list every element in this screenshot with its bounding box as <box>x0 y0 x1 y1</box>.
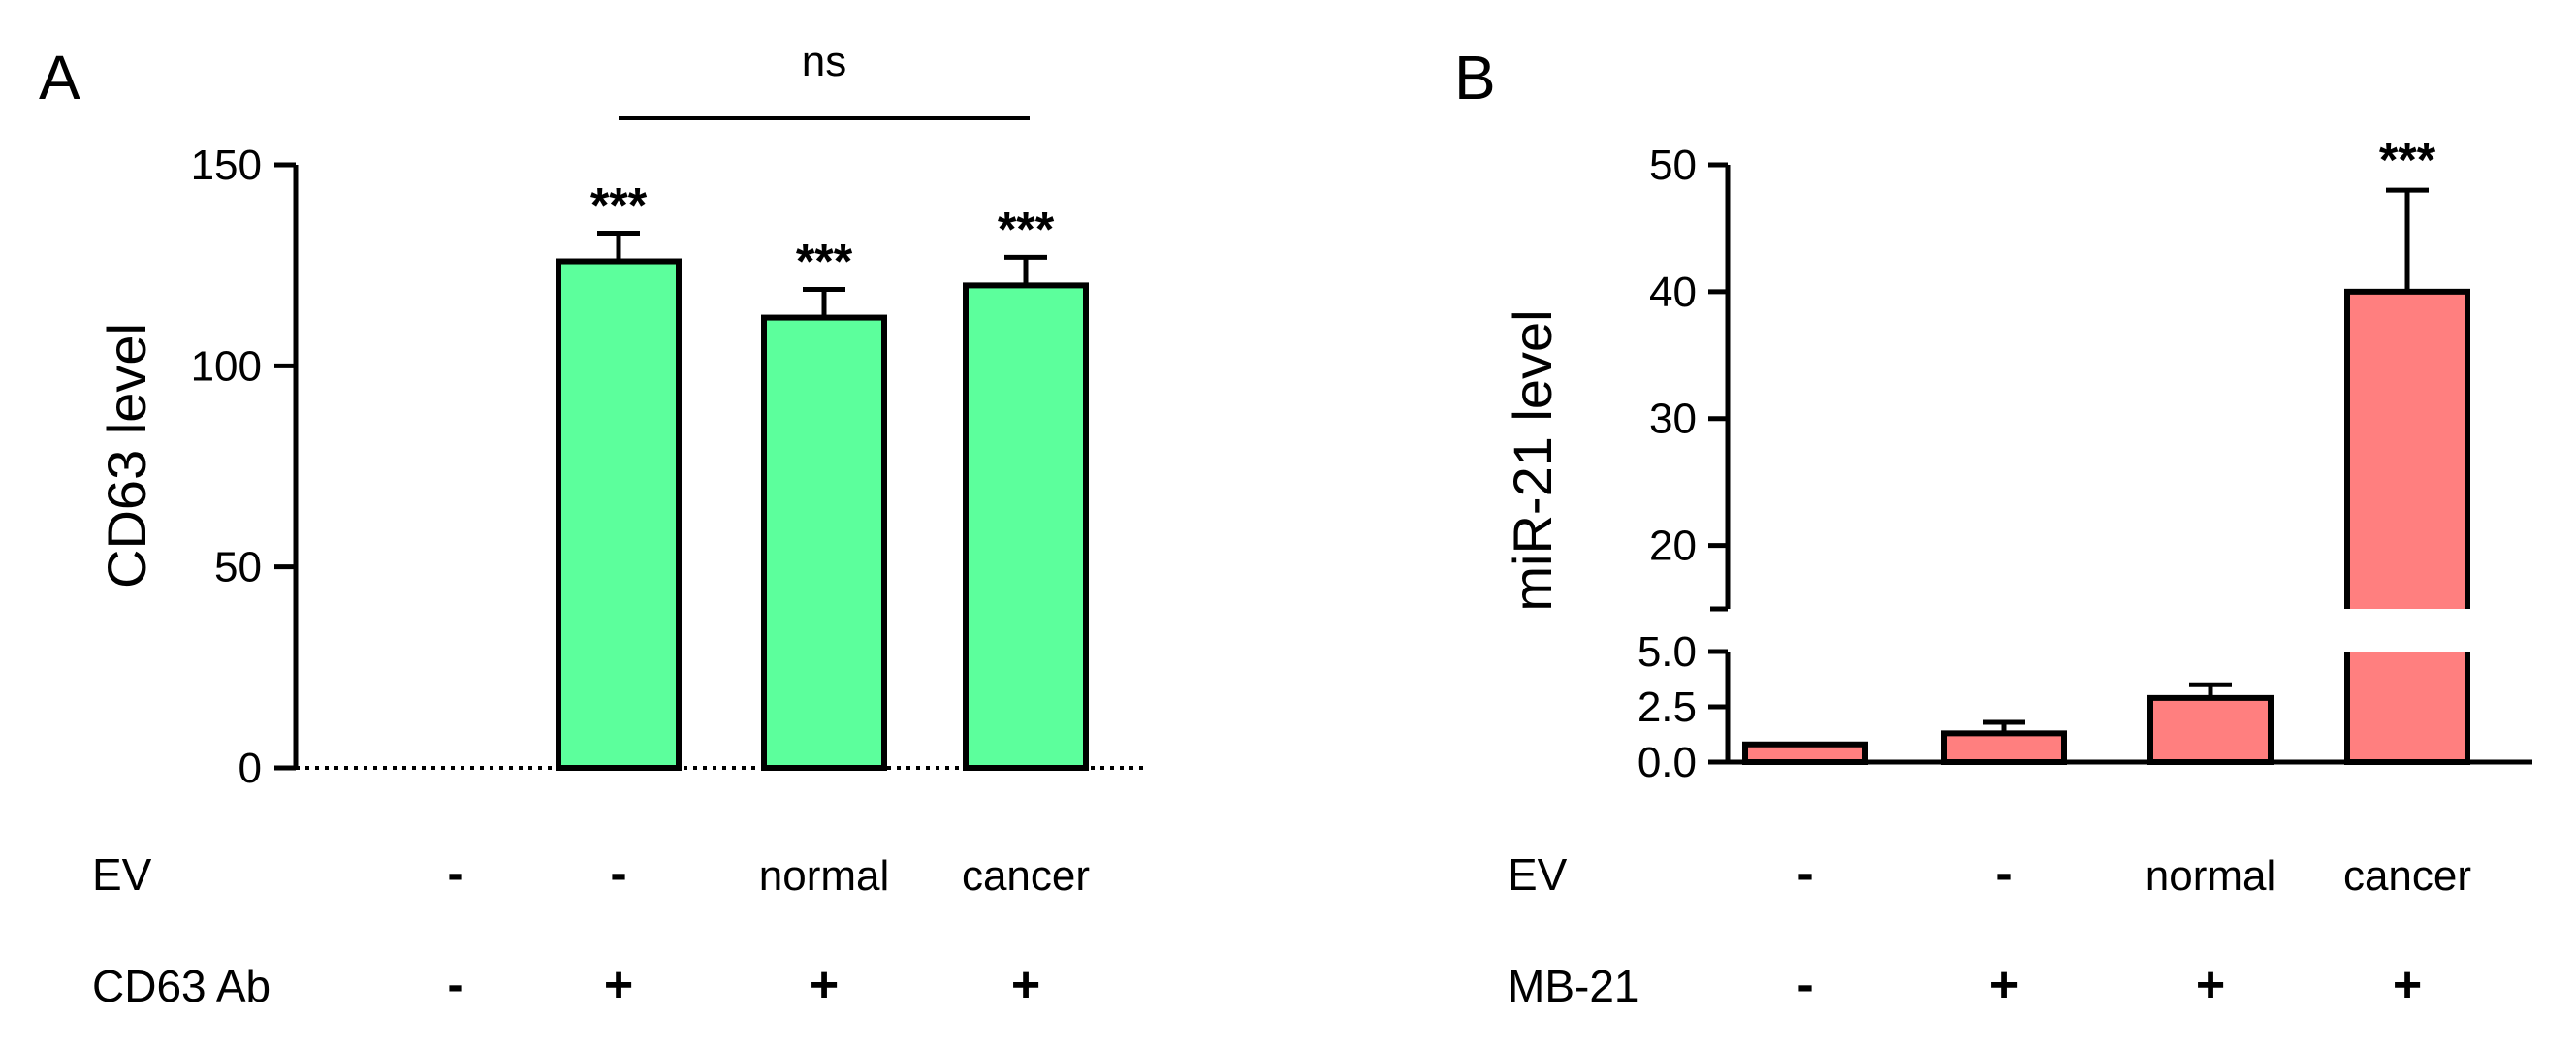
panel-a-condition-value: + <box>1011 957 1040 1013</box>
panel-a-significance: *** <box>796 235 853 289</box>
panel-b-y-tick-label: 50 <box>1649 142 1697 189</box>
panel-b-condition-value: cancer <box>2343 852 2471 900</box>
panel-b-condition-value: - <box>1797 957 1813 1013</box>
panel-b-bar <box>1742 741 1868 766</box>
panel-a-condition-value: - <box>447 957 463 1013</box>
panel-b-bar <box>1941 730 2067 765</box>
panel-b-ticks: 0.0 2.5 5.0 20 30 40 50 <box>1638 142 1728 786</box>
panel-a-y-axis-title: CD63 level <box>96 323 157 589</box>
panel-a-ns-label: ns <box>802 38 846 85</box>
panel-a-y-tick-label: 0 <box>239 745 262 792</box>
panel-a-condition-value: - <box>610 845 626 902</box>
panel-a-bar <box>761 314 887 771</box>
panel-a-y-tick-label: 100 <box>191 342 262 390</box>
panel-a-significance: *** <box>590 177 648 232</box>
panel-b-bars: *** <box>1742 133 2473 766</box>
panel-a-letter: A <box>39 43 80 112</box>
panel-a-condition-value: - <box>447 845 463 902</box>
panel-b-condition-value: + <box>2393 957 2422 1013</box>
panel-a-condition-value: normal <box>759 852 890 900</box>
panel-a-bar <box>556 258 682 771</box>
panel-b-y-tick-label: 5.0 <box>1638 628 1697 676</box>
panel-b-condition-value: - <box>1797 845 1813 902</box>
panel-b-y-tick-label: 20 <box>1649 523 1697 570</box>
panel-b-row-label-ev: EV <box>1508 849 1568 900</box>
panel-a-significance: *** <box>998 202 1055 256</box>
panel-a-bar <box>963 282 1089 771</box>
panel-b-condition-value: + <box>2196 957 2225 1013</box>
panel-b-bar-break-gap <box>2341 609 2473 652</box>
panel-a-bars: *** *** *** <box>556 177 1089 771</box>
panel-a-row-label-ev: EV <box>92 849 152 900</box>
panel-b-significance: *** <box>2379 133 2436 187</box>
panel-a-condition-value: + <box>604 957 633 1013</box>
panel-b-condition-value: + <box>1989 957 2019 1013</box>
panel-b-y-axis-title: miR-21 level <box>1502 309 1563 611</box>
panel-b-bar <box>2344 288 2470 765</box>
panel-a-condition-value: cancer <box>962 852 1090 900</box>
panel-a-condition-values: - - normal cancer - + + + <box>447 845 1090 1013</box>
panel-b-y-tick-label: 30 <box>1649 396 1697 443</box>
panel-a-y-tick-label: 150 <box>191 142 262 189</box>
panel-b-row-label-mb: MB-21 <box>1508 961 1638 1011</box>
panel-b-bar <box>2147 694 2274 766</box>
panel-b-letter: B <box>1454 43 1496 112</box>
panel-b-condition-values: - - normal cancer - + + + <box>1797 845 2471 1013</box>
panel-a: A CD63 level ns 0 50 100 150 *** *** *** EV C… <box>39 38 1144 1013</box>
panel-b-y-tick-label: 40 <box>1649 269 1697 316</box>
panel-b-condition-value: - <box>1995 845 2012 902</box>
panel-b-condition-value: normal <box>2146 852 2276 900</box>
panel-a-y-tick-label: 50 <box>214 544 262 591</box>
panel-a-ticks: 0 50 100 150 <box>191 142 296 792</box>
panel-b-y-tick-label: 0.0 <box>1638 739 1697 786</box>
panel-b-y-tick-label: 2.5 <box>1638 684 1697 731</box>
panel-a-row-label-ab: CD63 Ab <box>92 961 270 1011</box>
panel-a-condition-value: + <box>810 957 839 1013</box>
